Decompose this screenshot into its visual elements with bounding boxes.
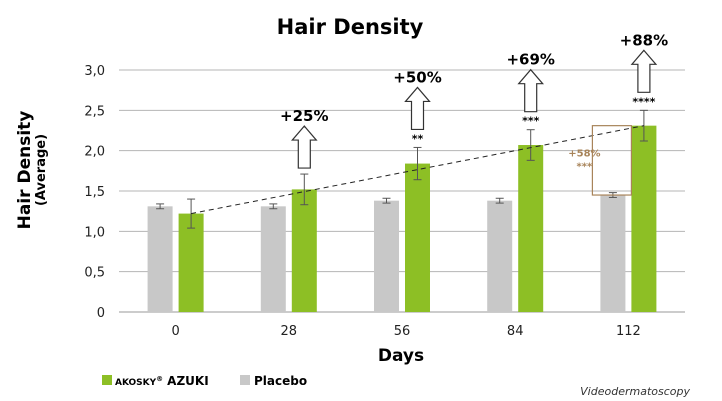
chart-title: Hair Density <box>277 15 424 39</box>
trend-line <box>191 125 644 215</box>
up-arrow-icon <box>517 68 545 113</box>
x-tick-label: 84 <box>507 324 524 339</box>
x-tick-label: 56 <box>394 324 411 339</box>
bar-placebo <box>600 195 626 312</box>
legend-azuki-main: AZUKI <box>167 374 209 388</box>
y-axis-label: Hair Density <box>15 111 35 230</box>
comparison-bracket <box>591 125 633 196</box>
legend: AKOSKY® AZUKI Placebo <box>102 374 307 388</box>
bar-placebo <box>260 206 286 312</box>
increase-label: +50% <box>393 68 441 86</box>
legend-label-azuki: AKOSKY® AZUKI <box>115 374 209 388</box>
bar-azuki <box>178 213 204 312</box>
bar-azuki <box>291 189 317 312</box>
legend-azuki-registered: ® <box>156 375 163 383</box>
y-axis-ticks: 0 0,5 1,0 1,5 2,0 2,5 3,0 <box>84 64 105 321</box>
y-tick-label: 3,0 <box>84 64 105 79</box>
increase-label: +69% <box>506 51 554 69</box>
legend-azuki-prefix: AKOSKY <box>115 378 157 388</box>
y-tick-label: 0 <box>97 306 105 321</box>
y-axis-sublabel: (Average) <box>34 134 49 206</box>
legend-label-placebo: Placebo <box>254 374 307 388</box>
y-axis-title: Hair Density (Average) <box>15 111 49 230</box>
trend-line-dashed <box>191 125 644 215</box>
up-arrow-icon <box>404 86 431 131</box>
significance-stars: ** <box>412 132 424 145</box>
y-tick-label: 0,5 <box>84 266 105 281</box>
comparison-label: +58% <box>568 148 600 159</box>
legend-swatch-placebo <box>240 375 250 385</box>
bar-placebo <box>374 200 399 312</box>
y-tick-label: 2,5 <box>84 104 105 119</box>
error-bars <box>156 109 648 229</box>
legend-swatch-azuki <box>102 375 112 385</box>
annotations: +25% ** +50% *** +69% **** +88% +58% *** <box>280 31 668 196</box>
comparison-stars: *** <box>577 161 593 172</box>
bar-placebo <box>147 206 173 312</box>
bar-azuki <box>405 163 430 312</box>
up-arrow-icon <box>630 49 658 93</box>
gridlines <box>119 69 685 313</box>
bar-azuki <box>631 125 657 312</box>
bars <box>147 125 657 312</box>
significance-stars: *** <box>522 115 540 128</box>
x-tick-label: 0 <box>171 324 179 339</box>
x-tick-label: 112 <box>616 324 641 339</box>
increase-label: +88% <box>620 31 668 49</box>
x-axis-ticks: 0 28 56 84 112 <box>171 324 640 339</box>
x-axis-label: Days <box>378 346 424 366</box>
y-tick-label: 1,0 <box>84 225 105 240</box>
y-tick-label: 1,5 <box>84 185 105 200</box>
significance-stars: **** <box>632 95 655 108</box>
increase-label: +25% <box>280 107 328 125</box>
y-tick-label: 2,0 <box>84 145 105 160</box>
x-tick-label: 28 <box>281 324 298 339</box>
bar-placebo <box>487 200 513 312</box>
source-note: Videodermatoscopy <box>580 385 690 398</box>
bar-azuki <box>518 145 544 312</box>
up-arrow-icon <box>290 125 318 169</box>
